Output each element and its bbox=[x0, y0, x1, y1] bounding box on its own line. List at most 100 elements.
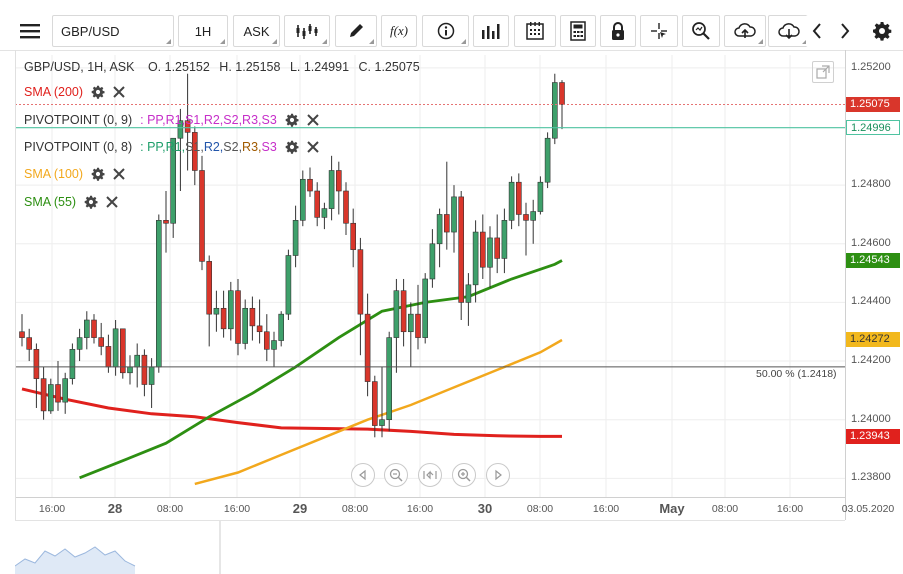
candle-body bbox=[105, 346, 112, 368]
zoom-out-icon[interactable] bbox=[384, 463, 408, 487]
candle-body bbox=[357, 249, 364, 315]
candle-body bbox=[55, 384, 61, 403]
gear-icon[interactable] bbox=[869, 15, 895, 47]
crosshair-icon[interactable] bbox=[640, 15, 678, 47]
candle-body bbox=[407, 313, 414, 333]
candle-body bbox=[458, 196, 465, 303]
navigator-panel[interactable] bbox=[15, 520, 845, 574]
indicator-remove-icon[interactable] bbox=[106, 196, 118, 208]
price-tick-label: 1.25200 bbox=[851, 60, 891, 73]
time-tick-label: 16:00 bbox=[223, 503, 251, 515]
indicator-settings-icon[interactable] bbox=[285, 113, 299, 127]
cloud-upload-icon[interactable] bbox=[724, 15, 766, 47]
calendar-icon[interactable] bbox=[514, 15, 556, 47]
time-tick-label: 08:00 bbox=[156, 503, 184, 515]
pivot-level-label: S3 bbox=[261, 113, 277, 127]
candle-body bbox=[228, 290, 234, 330]
candle-body bbox=[263, 331, 270, 350]
candle-body bbox=[386, 337, 393, 421]
drawing-pen-icon[interactable] bbox=[335, 15, 377, 47]
pivot-level-label: R3, bbox=[242, 140, 262, 154]
symbol-selector[interactable]: GBP/USD bbox=[52, 15, 174, 47]
candle-body bbox=[436, 214, 443, 245]
price-type-selector[interactable]: ASK bbox=[233, 15, 280, 47]
indicator-label: SMA (100) bbox=[24, 167, 84, 181]
candle-body bbox=[501, 220, 508, 259]
candle-body bbox=[84, 319, 90, 338]
indicator-remove-icon[interactable] bbox=[307, 141, 319, 153]
chart-left-border bbox=[15, 50, 16, 520]
candle-body bbox=[343, 190, 349, 224]
candle-body bbox=[472, 231, 479, 286]
candle-body bbox=[393, 290, 400, 338]
sma-200-line bbox=[21, 387, 562, 438]
scroll-right-icon[interactable] bbox=[486, 463, 510, 487]
candle-body bbox=[242, 307, 248, 344]
candle-body bbox=[335, 170, 342, 192]
indicator-settings-icon[interactable] bbox=[91, 85, 105, 99]
candle-body bbox=[19, 331, 25, 338]
high-value: H. 1.25158 bbox=[219, 60, 281, 74]
chevron-left-icon[interactable] bbox=[806, 15, 828, 47]
time-tick-label: 08:00 bbox=[711, 503, 739, 515]
pivot-level-label: : PP, bbox=[140, 113, 166, 127]
candle-body bbox=[235, 290, 241, 344]
candle-body bbox=[307, 178, 313, 192]
candle-body bbox=[213, 307, 220, 315]
candle-body bbox=[141, 354, 148, 385]
candle-body bbox=[285, 255, 292, 315]
indicator-1[interactable]: PIVOTPOINT (0, 9): PP, R1, S1, R2, S2, R… bbox=[24, 113, 327, 127]
indicator-settings-icon[interactable] bbox=[91, 167, 105, 181]
indicator-remove-icon[interactable] bbox=[307, 114, 319, 126]
indicator-settings-icon[interactable] bbox=[84, 195, 98, 209]
candle-body bbox=[508, 181, 515, 221]
indicator-label: SMA (55) bbox=[24, 195, 77, 209]
function-label: f(x) bbox=[389, 23, 409, 38]
fib-label: 50.00 % (1.2418) bbox=[756, 368, 837, 380]
indicator-remove-icon[interactable] bbox=[113, 168, 125, 180]
interval-selector[interactable]: 1H bbox=[178, 15, 228, 47]
lock-icon[interactable] bbox=[600, 15, 636, 47]
price-type-label: ASK bbox=[243, 23, 270, 39]
candle-body bbox=[379, 419, 385, 426]
candle-body bbox=[371, 381, 378, 426]
price-tick-label: 1.24400 bbox=[851, 295, 891, 308]
moving-average-lines bbox=[21, 259, 563, 486]
pivot-level-label: S2, bbox=[223, 113, 243, 127]
expand-icon[interactable] bbox=[812, 61, 834, 83]
time-tick-label: 16:00 bbox=[406, 503, 434, 515]
fit-icon[interactable] bbox=[418, 463, 442, 487]
candle-body bbox=[256, 325, 263, 333]
candle-body bbox=[184, 120, 191, 133]
candle-body bbox=[120, 328, 126, 374]
zoom-in-icon[interactable] bbox=[452, 463, 476, 487]
candle-body bbox=[26, 337, 33, 350]
volume-bars-icon[interactable] bbox=[473, 15, 509, 47]
pivot-level-label: R2, bbox=[203, 140, 224, 154]
indicator-3[interactable]: SMA (100) bbox=[24, 167, 133, 181]
candle-body bbox=[220, 307, 227, 330]
candle-body bbox=[400, 290, 407, 333]
indicator-0[interactable]: SMA (200) bbox=[24, 85, 133, 99]
indicator-remove-icon[interactable] bbox=[113, 86, 125, 98]
zoom-search-icon[interactable] bbox=[682, 15, 720, 47]
price-tick-label: 1.24000 bbox=[851, 412, 891, 425]
info-icon[interactable] bbox=[422, 15, 469, 47]
hamburger-icon[interactable] bbox=[13, 15, 47, 47]
chart-type-icon[interactable] bbox=[284, 15, 330, 47]
chevron-right-icon[interactable] bbox=[834, 15, 856, 47]
low-value: L. 1.24991 bbox=[289, 60, 350, 74]
indicator-2[interactable]: PIVOTPOINT (0, 8): PP, R1, S1, R2, S2, R… bbox=[24, 140, 327, 154]
indicator-settings-icon[interactable] bbox=[285, 140, 299, 154]
scroll-left-icon[interactable] bbox=[351, 463, 375, 487]
candle-body bbox=[465, 284, 472, 303]
indicator-4[interactable]: SMA (55) bbox=[24, 195, 126, 209]
function-icon[interactable]: f(x) bbox=[381, 15, 417, 47]
candle-body bbox=[314, 190, 321, 218]
indicator-label: PIVOTPOINT (0, 8) bbox=[24, 140, 133, 154]
cloud-download-icon[interactable] bbox=[768, 15, 810, 47]
time-tick-label: May bbox=[659, 501, 685, 516]
candle-body bbox=[443, 214, 450, 233]
calculator-icon[interactable] bbox=[560, 15, 596, 47]
